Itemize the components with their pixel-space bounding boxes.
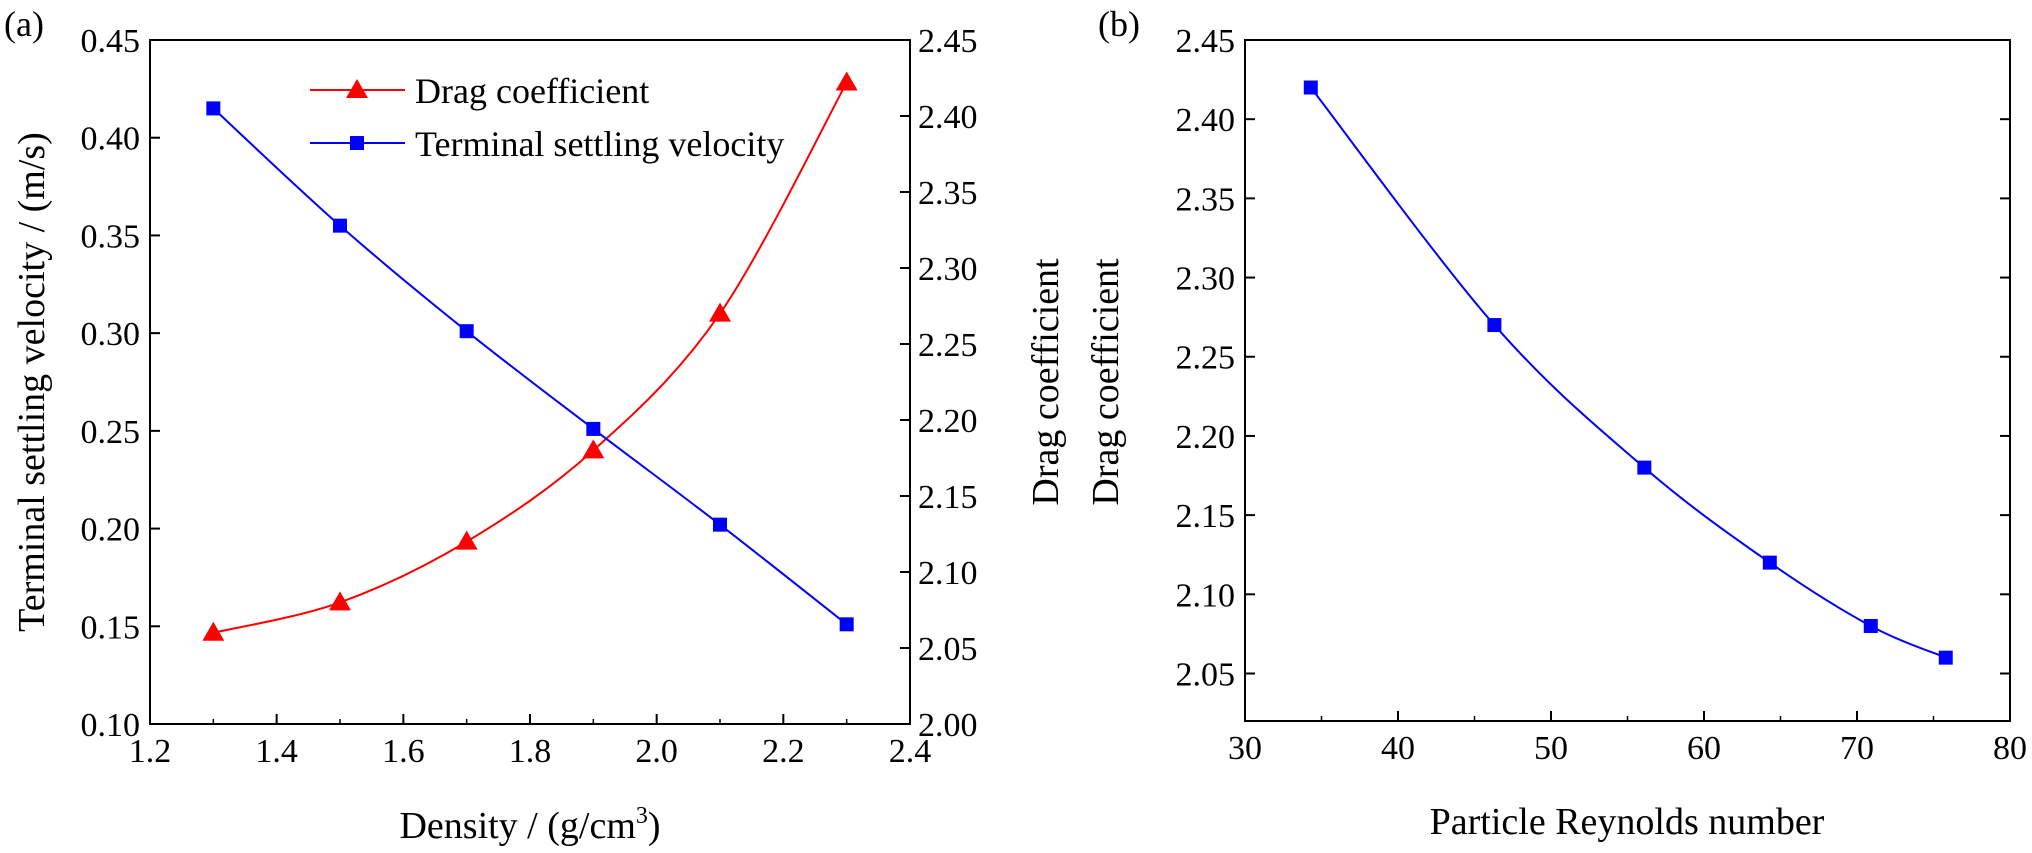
drag-coefficient-point <box>1303 80 1318 95</box>
right-y-tick-label: 2.30 <box>918 251 978 288</box>
drag-coefficient-point <box>1938 650 1953 665</box>
x-tick-label: 1.2 <box>129 733 172 770</box>
drag-coefficient-point <box>455 530 478 550</box>
left-y-tick-label: 0.10 <box>81 707 141 744</box>
left-y-tick-label: 0.15 <box>81 609 141 646</box>
panel-b-y-ticks: 2.05 2.10 2.15 2.20 2.25 2.30 2.35 2.40 2.45 <box>1176 23 2010 693</box>
left-y-tick-label: 0.40 <box>81 121 141 158</box>
panel-a-left-y-ticks: 0.10 0.15 0.20 0.25 0.30 0.35 0.40 0.45 <box>81 23 160 744</box>
y-tick-label: 2.45 <box>1176 23 1236 60</box>
left-y-tick-label: 0.30 <box>81 316 141 353</box>
panel-b-x-ticks: 30 40 50 60 70 80 <box>1228 711 2027 767</box>
right-y-tick-label: 2.00 <box>918 707 978 744</box>
x-tick-label: 70 <box>1840 730 1874 767</box>
settling-velocity-point <box>839 617 854 632</box>
y-tick-label: 2.10 <box>1176 577 1236 614</box>
panel-a-label: (a) <box>4 4 44 44</box>
legend-velocity-label: Terminal settling velocity <box>415 124 784 164</box>
settling-velocity-point <box>333 218 347 233</box>
left-y-tick-label: 0.20 <box>81 512 141 549</box>
panel-a-series <box>202 71 858 641</box>
panel-b-label: (b) <box>1098 4 1140 44</box>
x-title-close: ) <box>648 805 661 847</box>
panel-b: (b) 30 40 50 60 70 80 2.05 2.10 2.15 2.20 2.25 2.3… <box>1085 4 2027 843</box>
panel-b-series <box>1303 80 1953 665</box>
x-tick-label: 1.6 <box>382 733 425 770</box>
y-tick-label: 2.05 <box>1176 656 1236 693</box>
panel-b-y-axis-title: Drag coefficient <box>1085 258 1127 506</box>
x-tick-label: 1.8 <box>509 733 552 770</box>
settling-velocity-point <box>586 421 601 436</box>
drag-coefficient-point <box>1762 555 1777 570</box>
panel-b-plot-frame <box>1244 39 2011 722</box>
x-tick-label: 60 <box>1687 730 1721 767</box>
settling-velocity-point <box>206 101 221 116</box>
x-tick-label: 80 <box>1993 730 2027 767</box>
drag-coefficient-line <box>1309 86 1947 659</box>
x-tick-label: 2.4 <box>889 733 932 770</box>
x-tick-label: 30 <box>1228 730 1262 767</box>
y-tick-label: 2.25 <box>1176 340 1236 377</box>
legend-square-marker <box>350 136 364 150</box>
x-title-main: Density / (g/cm <box>399 805 635 847</box>
panel-a-x-ticks: 1.2 1.4 1.6 1.8 2.0 2.2 2.4 <box>129 714 932 770</box>
panel-a-left-y-axis-title: Terminal settling velocity / (m/s) <box>11 132 53 632</box>
x-tick-label: 40 <box>1381 730 1415 767</box>
right-y-tick-label: 2.10 <box>918 555 978 592</box>
x-tick-label: 1.4 <box>255 733 298 770</box>
legend-triangle-marker <box>346 79 368 98</box>
drag-coefficient-point <box>1863 618 1878 633</box>
x-tick-label: 50 <box>1534 730 1568 767</box>
legend-drag-label: Drag coefficient <box>415 71 649 111</box>
drag-coefficient-point <box>202 621 225 641</box>
x-tick-label: 2.0 <box>635 733 678 770</box>
right-y-tick-label: 2.20 <box>918 403 978 440</box>
y-tick-label: 2.40 <box>1176 102 1236 139</box>
right-y-tick-label: 2.15 <box>918 479 978 516</box>
settling-velocity-point <box>713 517 727 532</box>
panel-a-legend: Drag coefficient Terminal settling veloc… <box>310 71 784 164</box>
y-tick-label: 2.15 <box>1176 498 1236 535</box>
drag-coefficient-point <box>329 591 351 611</box>
right-y-tick-label: 2.05 <box>918 631 978 668</box>
y-tick-label: 2.30 <box>1176 261 1236 298</box>
panel-a-x-axis-title: Density / (g/cm3) <box>399 803 660 847</box>
x-tick-label: 2.2 <box>762 733 805 770</box>
drag-coefficient-point <box>582 439 605 459</box>
y-tick-label: 2.20 <box>1176 419 1236 456</box>
drag-coefficient-point <box>1487 318 1502 333</box>
panel-a: (a) 1.2 1.4 1.6 1.8 2.0 2.2 2.4 0.100.150.200.… <box>4 4 1067 847</box>
panel-a-right-y-axis-title: Drag coefficient <box>1025 258 1067 506</box>
left-y-tick-label: 0.45 <box>81 23 141 60</box>
right-y-tick-label: 2.45 <box>918 23 978 60</box>
panel-b-x-axis-title: Particle Reynolds number <box>1430 801 1825 843</box>
x-title-superscript: 3 <box>636 803 648 829</box>
drag-coefficient-point <box>835 71 858 91</box>
y-tick-label: 2.35 <box>1176 181 1236 218</box>
drag-coefficient-point <box>709 302 731 322</box>
settling-velocity-point <box>459 324 474 339</box>
drag-coefficient-point <box>1637 460 1652 475</box>
right-y-tick-label: 2.25 <box>918 327 978 364</box>
left-y-tick-label: 0.35 <box>81 218 141 255</box>
right-y-tick-label: 2.40 <box>918 99 978 136</box>
panel-a-right-y-ticks: 2.00 2.05 2.10 2.15 2.20 2.25 2.30 2.35 2.40 2.45 <box>900 23 978 744</box>
settling-velocity-line <box>212 107 848 626</box>
right-y-tick-label: 2.35 <box>918 175 978 212</box>
left-y-tick-label: 0.25 <box>81 414 141 451</box>
